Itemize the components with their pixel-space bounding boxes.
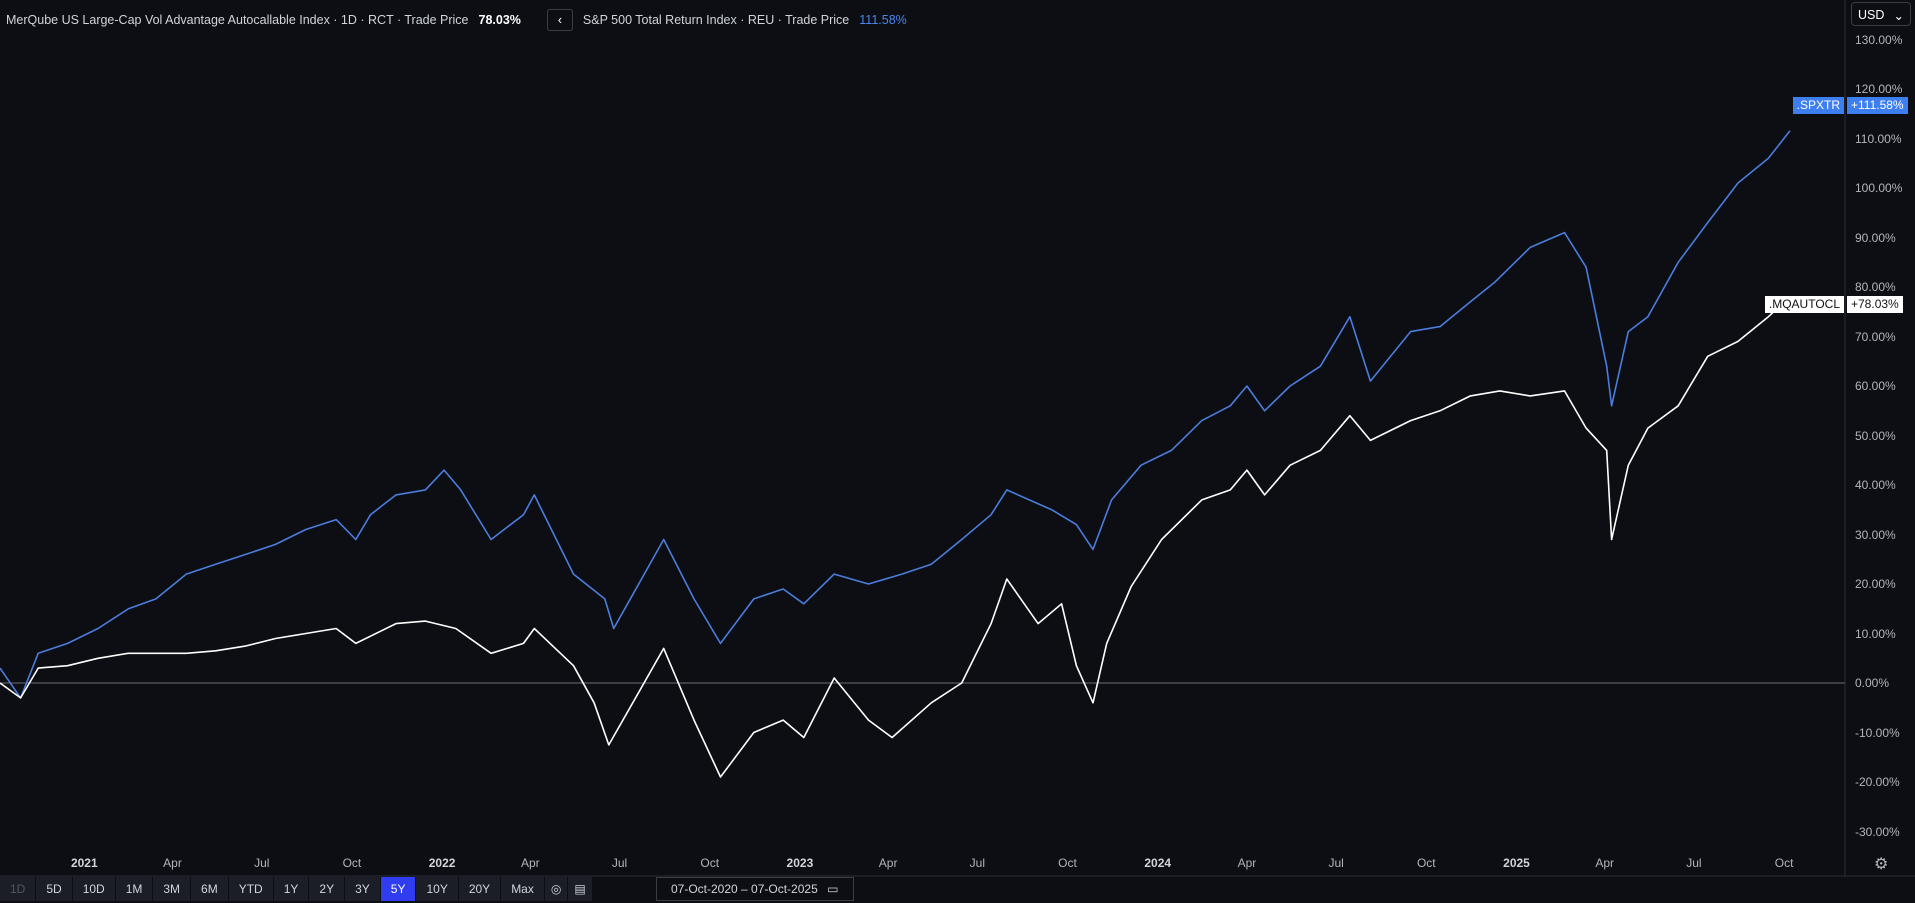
x-tick-label: Apr [520, 856, 540, 870]
y-tick-label: 90.00% [1855, 230, 1896, 245]
spxtr-value-tag: +111.58% [1847, 97, 1908, 114]
y-tick-label: 40.00% [1855, 478, 1896, 492]
y-tick-label: 0.00% [1855, 676, 1890, 690]
y-tick-label: 30.00% [1855, 527, 1896, 542]
range-button-10y[interactable]: 10Y [416, 877, 459, 901]
x-tick-label: Oct [700, 856, 720, 870]
series2-title[interactable]: S&P 500 Total Return Index · REU · Trade… [582, 13, 850, 27]
x-tick-label: Apr [1237, 856, 1257, 870]
range-button-10d[interactable]: 10D [72, 877, 116, 901]
y-tick-label: 110.00% [1855, 131, 1902, 146]
range-bar: 1D 5D 10D 1M 3M 6M YTD 1Y 2Y 3Y 5Y 10Y 20Y Max ◎ ▤ [0, 877, 593, 903]
settings-icon[interactable]: ⚙ [1874, 856, 1889, 873]
x-tick-label: Jul [969, 856, 986, 870]
range-button-5y[interactable]: 5Y [380, 877, 417, 901]
y-tick-label: 10.00% [1855, 626, 1896, 641]
chevron-down-icon: ⌄ [1893, 9, 1904, 23]
x-tick-label: Jul [254, 856, 270, 870]
range-button-1m[interactable]: 1M [115, 877, 154, 901]
series1-title[interactable]: MerQube US Large-Cap Vol Advantage Autoc… [6, 13, 469, 27]
x-tick-label: Apr [163, 856, 182, 870]
range-button-1d[interactable]: 1D [0, 877, 37, 901]
range-button-3y[interactable]: 3Y [345, 877, 381, 901]
x-tick-label: 2025 [1503, 856, 1530, 870]
x-tick-label: 2023 [786, 856, 814, 870]
x-tick-label: Apr [878, 856, 898, 870]
y-tick-label: 130.00% [1855, 32, 1903, 47]
x-tick-label: Oct [342, 856, 362, 870]
range-button-1y[interactable]: 1Y [273, 877, 310, 901]
range-button-max[interactable]: Max [501, 877, 545, 901]
y-tick-label: -20.00% [1855, 775, 1900, 789]
compare-icon[interactable]: ◎ [544, 877, 569, 901]
mqautocl-value-tag: +78.03% [1847, 296, 1903, 313]
mqautocl-name-tag: .MQAUTOCL [1764, 296, 1844, 313]
y-tick-label: 60.00% [1855, 379, 1896, 393]
x-tick-label: Oct [1416, 856, 1436, 870]
x-tick-label: Jul [611, 856, 628, 870]
date-range-text: 07-Oct-2020 – 07-Oct-2025 [671, 882, 818, 896]
y-tick-label: 20.00% [1855, 577, 1896, 591]
series-line-spxtr [0, 130, 1791, 699]
y-tick-label: -10.00% [1855, 725, 1900, 740]
currency-select[interactable]: USD ⌄ [1851, 2, 1911, 26]
calendar-icon: ▭ [827, 882, 839, 896]
range-button-5d[interactable]: 5D [36, 877, 73, 901]
range-button-6m[interactable]: 6M [191, 877, 229, 901]
x-tick-label: Jul [1328, 856, 1344, 870]
x-tick-label: Oct [1774, 856, 1794, 870]
x-tick-label: 2021 [70, 856, 98, 870]
range-button-2y[interactable]: 2Y [309, 877, 346, 901]
y-tick-label: 70.00% [1855, 329, 1896, 344]
range-button-ytd[interactable]: YTD [228, 877, 274, 901]
x-tick-label: Jul [1686, 856, 1702, 870]
y-tick-label: 50.00% [1855, 428, 1896, 443]
range-button-3m[interactable]: 3M [153, 877, 192, 901]
x-tick-label: Apr [1595, 856, 1615, 870]
legend-header: MerQube US Large-Cap Vol Advantage Autoc… [6, 9, 907, 31]
y-tick-label: 80.00% [1855, 280, 1896, 294]
y-tick-label: 120.00% [1855, 82, 1903, 96]
x-tick-label: 2022 [428, 856, 456, 870]
x-tick-label: Oct [1058, 856, 1077, 870]
date-range-picker[interactable]: 07-Oct-2020 – 07-Oct-2025 ▭ [656, 877, 854, 901]
series1-value: 78.03% [478, 13, 521, 27]
series2-value: 111.58% [859, 13, 907, 27]
y-tick-label: -30.00% [1855, 824, 1900, 839]
table-icon[interactable]: ▤ [568, 877, 593, 901]
y-tick-label: 100.00% [1855, 181, 1903, 195]
spxtr-name-tag: .SPXTR [1792, 97, 1844, 114]
chevron-left-icon[interactable]: ‹ [546, 9, 573, 31]
series-line-mqautocl [0, 296, 1791, 778]
currency-value: USD [1858, 8, 1885, 22]
x-tick-label: 2024 [1144, 856, 1172, 870]
range-button-20y[interactable]: 20Y [458, 877, 502, 901]
